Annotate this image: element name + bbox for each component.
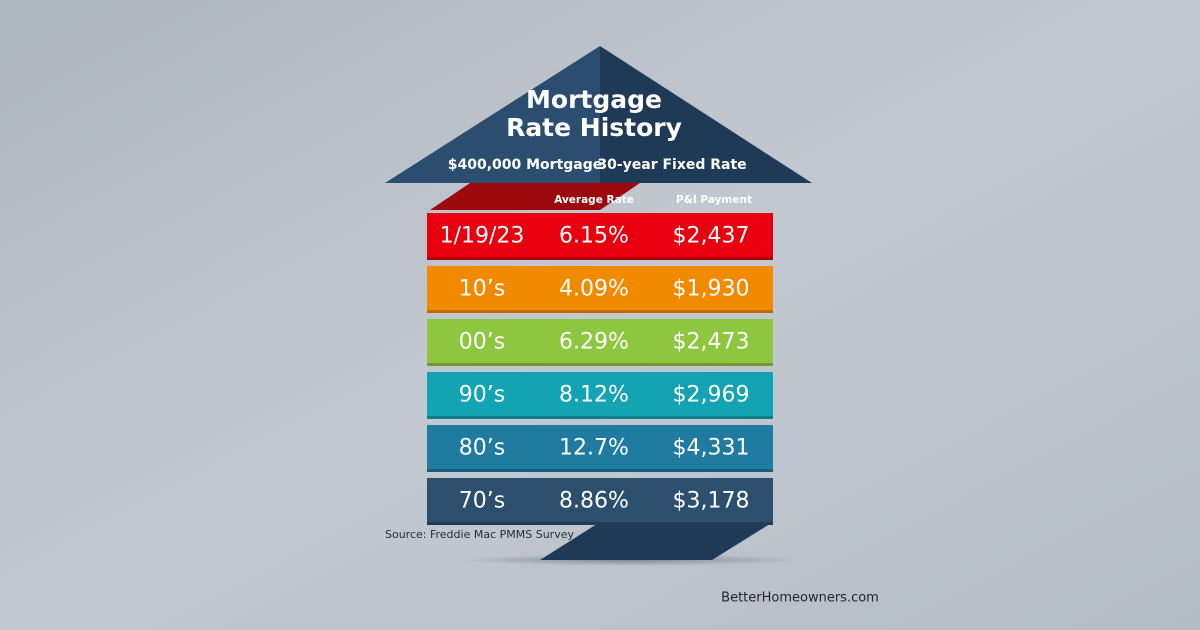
cell: 1/19/23 xyxy=(440,224,525,249)
cell: 80’s xyxy=(459,436,505,461)
row-shade xyxy=(427,416,773,419)
cell: 90’s xyxy=(459,383,505,408)
table: 1/19/23 6.15% $2,437 10’s 4.09% $1,930 00’s 6.2… xyxy=(427,213,773,525)
row-shade xyxy=(427,522,773,525)
footer: BetterHomeowners.com xyxy=(721,591,879,606)
title-line: Mortgage xyxy=(526,85,662,114)
cell: 10’s xyxy=(459,277,505,302)
row-shade xyxy=(427,310,773,313)
row-band xyxy=(427,478,773,522)
title-line: Rate History xyxy=(506,113,682,142)
column-header: P&I Payment xyxy=(676,194,752,206)
cell: 12.7% xyxy=(559,436,629,461)
cell: 00’s xyxy=(459,330,505,355)
cell: 6.15% xyxy=(559,224,629,249)
row-shade xyxy=(427,257,773,260)
subtitle: 30-year Fixed Rate xyxy=(597,157,746,173)
row-band xyxy=(427,319,773,363)
subtitle: $400,000 Mortgage xyxy=(448,157,603,173)
row-shade xyxy=(427,363,773,366)
cell: $2,473 xyxy=(673,330,750,355)
cell: $2,969 xyxy=(673,383,750,408)
roof-left xyxy=(385,46,600,183)
roof-right xyxy=(600,46,812,183)
source: Source: Freddie Mac PMMS Survey xyxy=(385,528,574,541)
ribbon-bottom xyxy=(540,522,773,560)
row-band xyxy=(427,425,773,469)
cell: $1,930 xyxy=(673,277,750,302)
cell: 8.12% xyxy=(559,383,629,408)
cell: $2,437 xyxy=(673,224,750,249)
cell: 8.86% xyxy=(559,489,629,514)
cell: 70’s xyxy=(459,489,505,514)
column-header: Average Rate xyxy=(554,194,634,206)
row-band xyxy=(427,266,773,310)
row-band xyxy=(427,372,773,416)
ribbon-fold xyxy=(430,183,640,210)
row-shade xyxy=(427,469,773,472)
cell: 4.09% xyxy=(559,277,629,302)
cell: 6.29% xyxy=(559,330,629,355)
cell: $4,331 xyxy=(673,436,750,461)
cell: $3,178 xyxy=(673,489,750,514)
row-band xyxy=(427,213,773,257)
